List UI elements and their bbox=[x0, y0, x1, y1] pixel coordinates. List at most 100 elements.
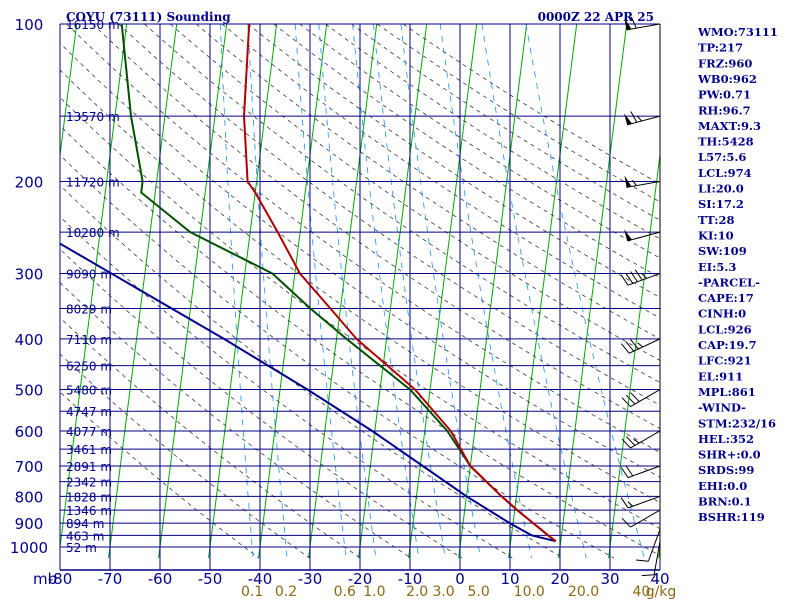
temperature-tick-label: -30 bbox=[298, 570, 323, 588]
isotherm-line bbox=[408, 24, 478, 559]
index-entry: RH:96.7 bbox=[698, 103, 751, 117]
pressure-tick-label: 500 bbox=[15, 382, 44, 400]
wind-barbs bbox=[620, 16, 661, 577]
height-tick-label: 8029 m bbox=[66, 303, 112, 317]
index-entry: LCL:974 bbox=[698, 166, 752, 180]
wind-barb bbox=[621, 509, 661, 528]
dry-adiabat bbox=[144, 24, 660, 384]
mixing-ratio-line bbox=[439, 24, 532, 559]
wind-barb bbox=[620, 465, 661, 479]
mixing-ratio-tick-label: 3.0 bbox=[432, 584, 454, 600]
pressure-tick-label: 700 bbox=[15, 458, 44, 476]
index-entry: TH:5428 bbox=[698, 135, 754, 149]
profiles bbox=[60, 24, 557, 543]
temperature-tick-label: -10 bbox=[398, 570, 423, 588]
height-tick-label: 1828 m bbox=[66, 490, 112, 504]
mixing-ratio-line bbox=[220, 24, 254, 559]
isotherm-line bbox=[208, 24, 278, 559]
wind-barb bbox=[624, 16, 661, 31]
dry-adiabat bbox=[60, 317, 361, 559]
dry-adiabat bbox=[273, 24, 660, 278]
mixing-ratio-tick-label: 20.0 bbox=[568, 584, 599, 600]
x-axis-label: mb bbox=[33, 570, 57, 588]
index-entry: KI:10 bbox=[698, 228, 734, 242]
temperature-tick-label: 10 bbox=[500, 570, 519, 588]
dry-adiabat bbox=[60, 125, 660, 557]
wind-barb bbox=[621, 338, 661, 354]
dry-adiabat bbox=[60, 216, 513, 559]
index-entry: LFC:921 bbox=[698, 354, 752, 368]
chart-title: COYU (73111) Sounding bbox=[66, 10, 231, 24]
index-entry: FRZ:960 bbox=[698, 56, 752, 70]
mixing-ratio-tick-label: 5.0 bbox=[467, 584, 489, 600]
wind-barb bbox=[620, 495, 661, 509]
temperature-tick-label: -20 bbox=[348, 570, 373, 588]
index-entry: BRN:0.1 bbox=[698, 495, 752, 509]
wind-barb bbox=[621, 389, 661, 407]
index-entry: SHR+:0.0 bbox=[698, 448, 761, 462]
mixing-ratio-line bbox=[400, 24, 482, 559]
index-entry: PW:0.71 bbox=[698, 88, 751, 102]
height-tick-label: 16150 m bbox=[66, 18, 120, 32]
chart-date: 0000Z 22 APR 25 bbox=[538, 10, 654, 24]
pressure-tick-label: 1000 bbox=[10, 539, 48, 557]
mixing-ratio-line bbox=[373, 24, 446, 559]
pressure-tick-label: 400 bbox=[15, 331, 44, 349]
temperature-trace bbox=[243, 24, 557, 542]
height-tick-label: 3461 m bbox=[66, 443, 112, 457]
height-tick-label: 52 m bbox=[66, 541, 97, 555]
temperature-tick-label: 0 bbox=[455, 570, 465, 588]
isotherm-line bbox=[60, 24, 128, 551]
dry-adiabat bbox=[60, 184, 564, 559]
dry-adiabat bbox=[60, 391, 260, 559]
isotherm-line bbox=[558, 24, 628, 559]
mixing-ratio-tick-label: 40 bbox=[632, 584, 650, 600]
height-tick-label: 13570 m bbox=[66, 110, 120, 124]
wind-barb bbox=[636, 529, 661, 562]
height-tick-label: 9090 m bbox=[66, 268, 112, 282]
temperature-tick-label: -50 bbox=[198, 570, 223, 588]
mixing-ratio-unit: g/kg bbox=[646, 584, 677, 600]
isotherm-line bbox=[458, 24, 528, 559]
pressure-tick-label: 800 bbox=[15, 488, 44, 506]
height-tick-label: 1346 m bbox=[66, 504, 112, 518]
index-entry: SI:17.2 bbox=[698, 197, 744, 211]
pressure-tick-label: 100 bbox=[15, 16, 44, 34]
mixing-ratio-tick-label: 0.6 bbox=[334, 584, 356, 600]
mixing-ratio-tick-label: 1.0 bbox=[363, 584, 385, 600]
index-entry: EHI:0.0 bbox=[698, 479, 747, 493]
height-tick-label: 10280 m bbox=[66, 226, 120, 240]
dry-adiabat bbox=[60, 96, 660, 530]
index-entry: MAXT:9.3 bbox=[698, 119, 761, 133]
height-tick-label: 2342 m bbox=[66, 476, 112, 490]
index-entry: BSHR:119 bbox=[698, 510, 765, 524]
height-tick-label: 11720 m bbox=[66, 175, 120, 189]
dry-adiabat bbox=[60, 42, 660, 478]
temperature-tick-label: -70 bbox=[98, 570, 123, 588]
index-entry: HEL:352 bbox=[698, 432, 754, 446]
temperature-tick-label: 30 bbox=[600, 570, 619, 588]
mixing-ratio-line bbox=[247, 24, 288, 559]
height-tick-label: 5480 m bbox=[66, 384, 112, 398]
isotherm-line bbox=[358, 24, 428, 559]
index-entry: -PARCEL- bbox=[698, 275, 760, 289]
dry-adiabat bbox=[92, 24, 660, 430]
temperature-tick-label: -40 bbox=[248, 570, 273, 588]
index-entry: CAPE:17 bbox=[698, 291, 754, 305]
pressure-tick-label: 300 bbox=[15, 266, 44, 284]
index-entry: TT:28 bbox=[698, 213, 735, 227]
height-tick-label: 463 m bbox=[66, 529, 104, 543]
index-entry: LI:20.0 bbox=[698, 182, 744, 196]
index-entry: WB0:962 bbox=[697, 72, 757, 86]
dry-adiabat bbox=[247, 24, 660, 299]
height-tick-label: 6250 m bbox=[66, 360, 112, 374]
index-entry: CINH:0 bbox=[698, 307, 746, 321]
parcel-trace bbox=[60, 242, 556, 543]
isotherm-line bbox=[60, 24, 78, 159]
height-tick-label: 4747 m bbox=[66, 405, 112, 419]
index-entry: TP:217 bbox=[698, 41, 743, 55]
pressure-tick-label: 900 bbox=[15, 515, 44, 533]
pressure-tick-label: 200 bbox=[15, 173, 44, 191]
mixing-ratio-tick-label: 10.0 bbox=[514, 584, 545, 600]
